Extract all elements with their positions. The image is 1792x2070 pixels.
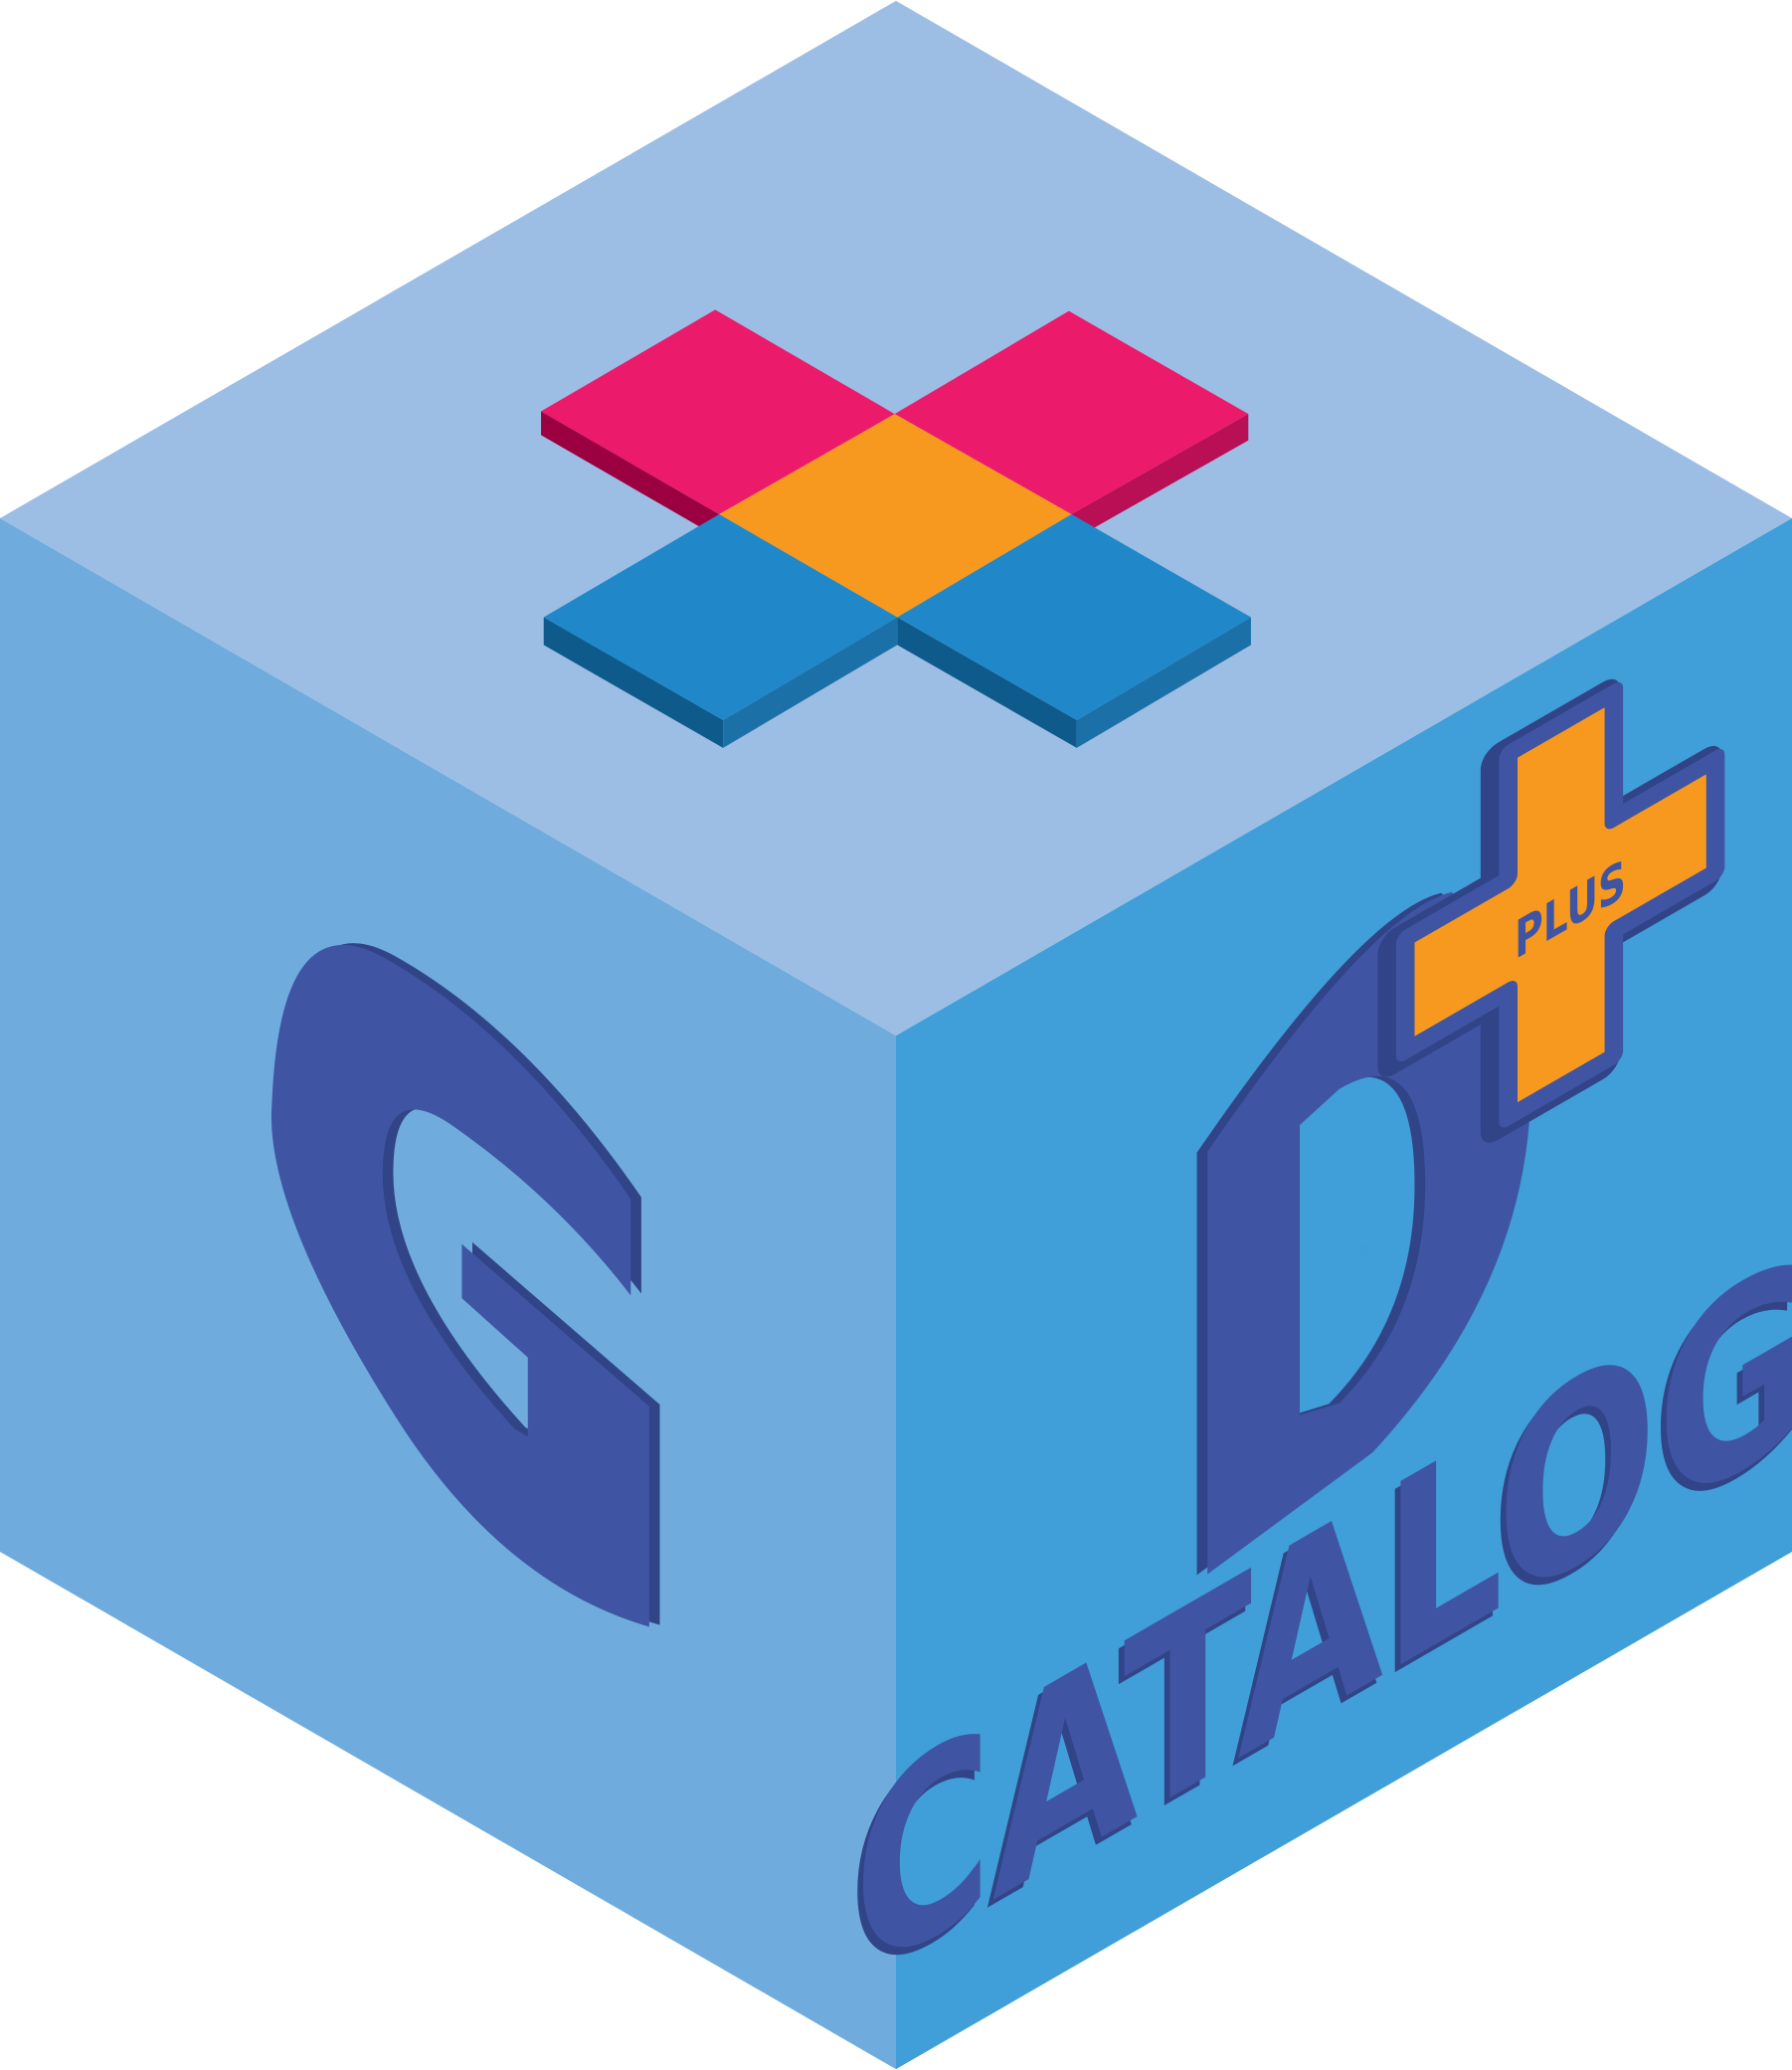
plus-badge-icon: PLUS: [1377, 678, 1725, 1143]
tile-emblem-icon: [541, 309, 1251, 748]
cube-left-face: [0, 517, 896, 2070]
tile-blue-right: [897, 514, 1251, 721]
tile-pink-right: [894, 310, 1249, 515]
letter-g: [270, 943, 660, 1627]
tile-blue-left: [543, 514, 898, 721]
letter-d: [1196, 891, 1531, 1576]
tile-pink-left: [541, 309, 895, 515]
letter-g-label: G: [461, 1310, 471, 1325]
tile-orange-center: [719, 414, 1072, 618]
letter-d-label: D: [1359, 1243, 1369, 1258]
